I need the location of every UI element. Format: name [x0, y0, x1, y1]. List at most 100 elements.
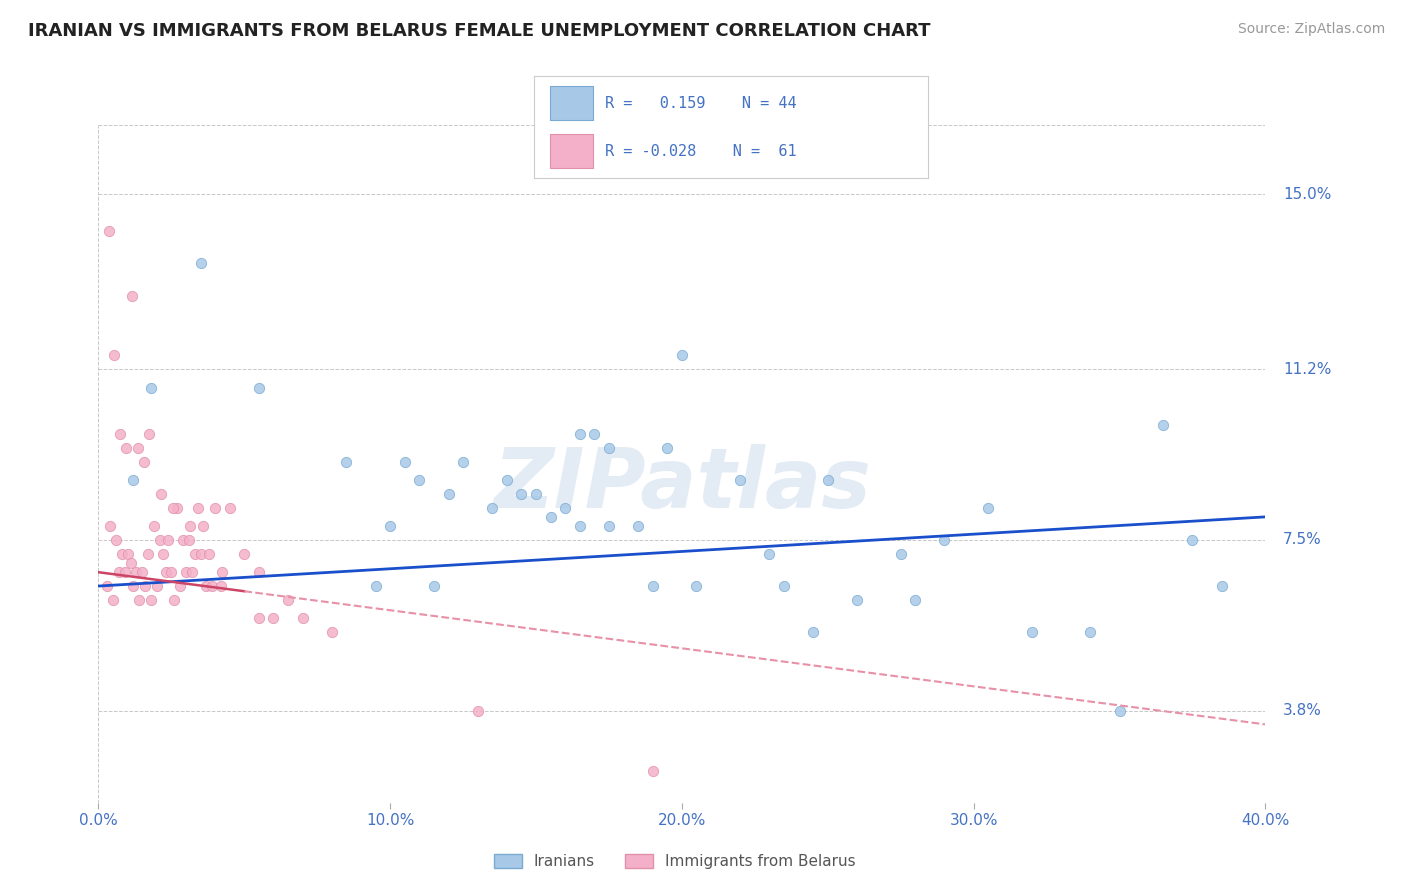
Point: [157, 533, 180, 547]
Point: [627, 519, 650, 533]
Point: [510, 487, 533, 501]
Point: [773, 579, 796, 593]
Point: [155, 565, 177, 579]
Point: [104, 533, 127, 547]
Point: [117, 547, 139, 561]
Point: [166, 500, 188, 515]
Text: ZIPatlas: ZIPatlas: [494, 443, 870, 524]
Point: [262, 611, 284, 625]
Point: [163, 593, 186, 607]
Point: [904, 593, 927, 607]
Point: [321, 625, 343, 640]
Point: [162, 500, 184, 515]
Point: [1211, 579, 1233, 593]
Point: [101, 593, 124, 607]
Point: [1152, 417, 1174, 432]
Point: [121, 288, 143, 302]
Point: [139, 593, 162, 607]
Point: [201, 579, 224, 593]
Text: 11.2%: 11.2%: [1282, 362, 1331, 376]
Point: [423, 579, 446, 593]
Point: [146, 579, 169, 593]
Text: R = -0.028    N =  61: R = -0.028 N = 61: [605, 144, 797, 159]
Point: [495, 473, 517, 487]
Point: [364, 579, 387, 593]
Text: 7.5%: 7.5%: [1282, 533, 1322, 548]
Point: [1108, 704, 1130, 718]
Point: [103, 349, 125, 363]
Legend: Iranians, Immigrants from Belarus: Iranians, Immigrants from Belarus: [488, 847, 862, 875]
Point: [98, 519, 121, 533]
Point: [149, 533, 172, 547]
Point: [120, 556, 142, 570]
Point: [218, 500, 240, 515]
Point: [190, 256, 212, 270]
Text: R =   0.159    N = 44: R = 0.159 N = 44: [605, 96, 797, 111]
Point: [890, 547, 912, 561]
Point: [195, 579, 218, 593]
Point: [671, 349, 693, 363]
Point: [1021, 625, 1043, 640]
Point: [524, 487, 547, 501]
Point: [177, 533, 200, 547]
Point: [198, 547, 221, 561]
Point: [1080, 625, 1102, 640]
Point: [127, 441, 149, 455]
Point: [481, 500, 503, 515]
Point: [180, 565, 202, 579]
Bar: [550, 135, 593, 168]
Point: [641, 764, 664, 778]
Point: [247, 565, 270, 579]
Point: [335, 454, 357, 468]
Point: [685, 579, 707, 593]
Point: [657, 441, 679, 455]
Point: [467, 704, 489, 718]
Text: Source: ZipAtlas.com: Source: ZipAtlas.com: [1237, 22, 1385, 37]
Point: [204, 500, 226, 515]
Point: [641, 579, 664, 593]
Point: [139, 381, 162, 395]
Point: [193, 519, 215, 533]
Point: [174, 565, 197, 579]
Point: [247, 381, 270, 395]
Point: [183, 547, 205, 561]
Point: [437, 487, 460, 501]
Point: [209, 579, 232, 593]
Point: [115, 441, 138, 455]
Bar: [550, 87, 593, 120]
Point: [150, 487, 173, 501]
Point: [977, 500, 1000, 515]
Point: [160, 565, 183, 579]
Point: [1181, 533, 1204, 547]
Point: [96, 579, 118, 593]
Point: [554, 500, 576, 515]
Point: [142, 519, 165, 533]
Point: [136, 547, 159, 561]
Point: [291, 611, 314, 625]
Point: [568, 519, 591, 533]
Point: [122, 473, 145, 487]
Point: [134, 579, 156, 593]
Point: [247, 611, 270, 625]
Point: [132, 454, 155, 468]
Point: [211, 565, 233, 579]
Point: [125, 565, 148, 579]
Point: [817, 473, 839, 487]
Text: IRANIAN VS IMMIGRANTS FROM BELARUS FEMALE UNEMPLOYMENT CORRELATION CHART: IRANIAN VS IMMIGRANTS FROM BELARUS FEMAL…: [28, 22, 931, 40]
Point: [131, 565, 153, 579]
Point: [758, 547, 780, 561]
Point: [114, 565, 136, 579]
Point: [111, 547, 134, 561]
Point: [378, 519, 402, 533]
Point: [152, 547, 174, 561]
Point: [122, 579, 145, 593]
Point: [568, 426, 591, 441]
Point: [394, 454, 416, 468]
Point: [845, 593, 868, 607]
Point: [172, 533, 194, 547]
Text: 15.0%: 15.0%: [1282, 186, 1331, 202]
Point: [179, 519, 201, 533]
Point: [583, 426, 606, 441]
Point: [934, 533, 956, 547]
Point: [187, 500, 209, 515]
